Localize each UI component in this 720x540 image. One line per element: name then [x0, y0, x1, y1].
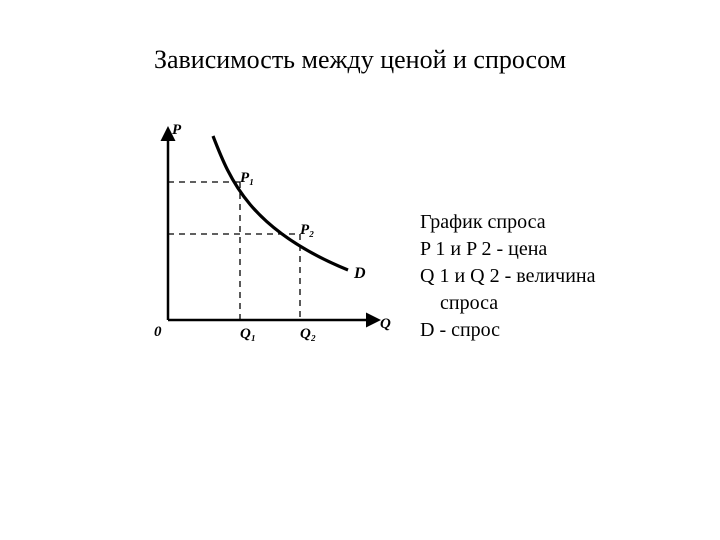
label-q-axis: Q [380, 316, 391, 332]
label-origin: 0 [154, 324, 162, 340]
legend-line-1: График спроса [420, 210, 595, 235]
legend-line-2: P 1 и P 2 - цена [420, 237, 595, 262]
label-p2: P₂ [300, 222, 314, 238]
page: Зависимость между ценой и спросом D 0 [0, 0, 720, 540]
label-d: D [353, 265, 366, 282]
label-q2: Q₂ [300, 326, 316, 342]
page-title: Зависимость между ценой и спросом [0, 45, 720, 75]
legend: График спроса P 1 и P 2 - цена Q 1 и Q 2… [420, 210, 595, 345]
legend-line-3b: спроса [420, 291, 595, 316]
label-p-axis: P [172, 122, 182, 138]
demand-chart-svg: D 0 Q P P₁ P₂ Q₁ Q₂ [120, 120, 400, 360]
demand-curve [213, 136, 348, 270]
demand-chart: D 0 Q P P₁ P₂ Q₁ Q₂ [120, 120, 400, 360]
label-p1: P₁ [240, 170, 254, 186]
label-q1: Q₁ [240, 326, 256, 342]
legend-line-4: D - спрос [420, 318, 595, 343]
legend-line-3: Q 1 и Q 2 - величина [420, 264, 595, 289]
